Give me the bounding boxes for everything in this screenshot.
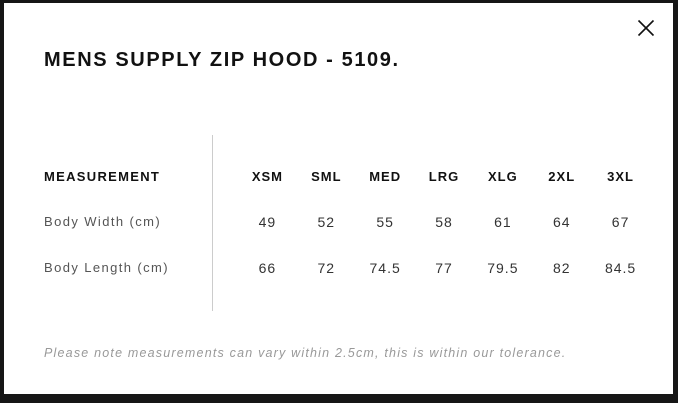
row-label: Body Length (cm)	[44, 260, 170, 275]
value-cell: 82	[552, 260, 571, 276]
page-title: MENS SUPPLY ZIP HOOD - 5109.	[44, 49, 400, 71]
value-cell: 52	[317, 214, 336, 230]
row-label: Body Width (cm)	[44, 214, 162, 229]
size-header: XSM	[251, 169, 284, 184]
row-values: 66 72 74.5 77 79.5 82 84.5	[238, 260, 650, 276]
size-header: LRG	[428, 169, 460, 184]
measurement-header: MEASUREMENT	[44, 169, 161, 184]
value-cell: 72	[317, 260, 336, 276]
value-cell: 67	[611, 214, 630, 230]
size-header: MED	[369, 169, 402, 184]
size-header-cells: XSM SML MED LRG XLG 2XL 3XL	[238, 169, 650, 185]
close-icon	[636, 18, 656, 38]
value-cell: 49	[258, 214, 277, 230]
table-row-body-width: Body Width (cm) 49 52 55 58 61 64 67	[44, 214, 650, 230]
table-header-row: MEASUREMENT XSM SML MED LRG XLG 2XL 3XL	[44, 169, 650, 185]
table-row-body-length: Body Length (cm) 66 72 74.5 77 79.5 82 8…	[44, 260, 650, 276]
size-header: XLG	[488, 169, 518, 184]
size-header: 3XL	[607, 169, 634, 184]
value-cell: 64	[552, 214, 571, 230]
value-cell: 77	[435, 260, 453, 276]
size-header: SML	[311, 169, 342, 184]
value-cell: 74.5	[369, 260, 401, 276]
row-values: 49 52 55 58 61 64 67	[238, 214, 650, 230]
value-cell: 84.5	[604, 260, 637, 276]
table-divider	[212, 135, 213, 311]
value-cell: 66	[258, 260, 277, 276]
size-table: MEASUREMENT XSM SML MED LRG XLG 2XL 3XL …	[44, 135, 650, 311]
tolerance-note: Please note measurements can vary within…	[44, 346, 567, 360]
value-cell: 58	[435, 214, 453, 230]
value-cell: 61	[494, 214, 512, 230]
size-header: 2XL	[548, 169, 576, 184]
close-button[interactable]	[629, 11, 663, 45]
value-cell: 79.5	[487, 260, 519, 276]
value-cell: 55	[376, 214, 394, 230]
